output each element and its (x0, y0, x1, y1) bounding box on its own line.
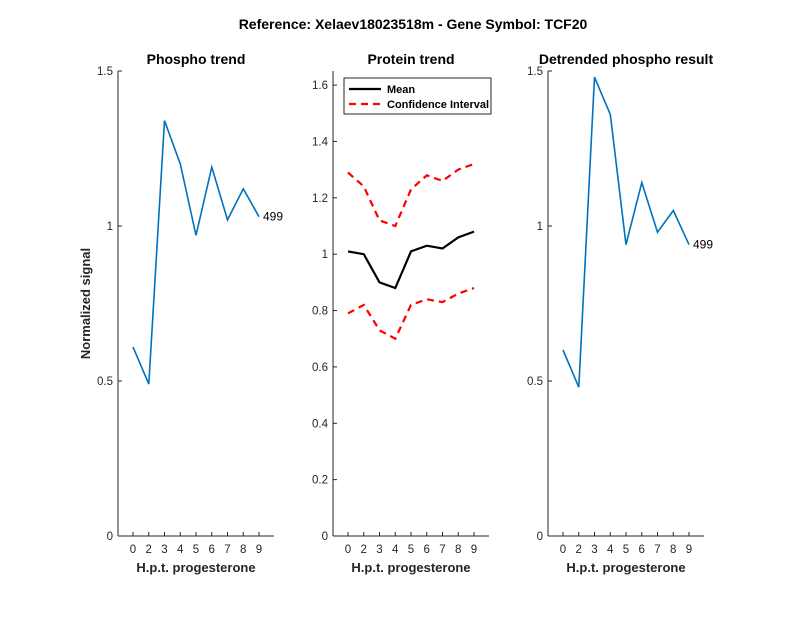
x-axis-label: H.p.t. progesterone (351, 560, 470, 575)
y-tick-label: 1.6 (312, 80, 328, 92)
panel-title: Detrended phospho result (539, 51, 714, 67)
y-tick-label: 0.5 (97, 376, 113, 388)
x-tick-label: 9 (686, 544, 692, 556)
y-tick-label: 1.4 (312, 136, 329, 148)
y-tick-label: 0 (537, 531, 543, 543)
y-tick-label: 1.5 (527, 66, 543, 78)
x-tick-label: 5 (623, 544, 629, 556)
legend-label: Confidence Interval (387, 99, 489, 111)
figure-title: Reference: Xelaev18023518m - Gene Symbol… (239, 16, 588, 32)
y-tick-label: 0.5 (527, 376, 543, 388)
y-tick-label: 0 (107, 531, 113, 543)
y-axis-label: Normalized signal (78, 248, 93, 359)
x-tick-label: 0 (560, 544, 566, 556)
series-line-2 (347, 162, 475, 228)
y-tick-label: 0 (322, 531, 328, 543)
x-tick-label: 7 (224, 544, 230, 556)
x-tick-label: 0 (345, 544, 351, 556)
x-tick-label: 3 (376, 544, 382, 556)
x-tick-label: 4 (177, 544, 184, 556)
legend-box (343, 77, 492, 115)
series-line-3 (347, 286, 475, 341)
x-tick-label: 7 (439, 544, 445, 556)
panel-2: 00.20.40.60.811.21.41.60 2 3 4 5 6 7 8 9Protein … (312, 51, 492, 575)
x-tick-label: 6 (424, 544, 430, 556)
x-tick-label: 4 (607, 544, 614, 556)
x-tick-label: 2 (361, 544, 367, 556)
x-tick-label: 4 (392, 544, 399, 556)
x-tick-label: 8 (455, 544, 461, 556)
x-tick-label: 2 (146, 544, 152, 556)
y-tick-label: 0.4 (312, 418, 329, 430)
series-line-1 (132, 120, 260, 385)
y-tick-label: 1.5 (97, 66, 113, 78)
y-tick-label: 1 (107, 221, 113, 233)
series-line-1 (347, 230, 475, 290)
y-tick-label: 0.8 (312, 306, 328, 318)
x-tick-label: 5 (193, 544, 199, 556)
x-axis-label: H.p.t. progesterone (566, 560, 685, 575)
x-axis-label: H.p.t. progesterone (136, 560, 255, 575)
x-tick-label: 5 (408, 544, 414, 556)
x-tick-label: 2 (576, 544, 582, 556)
x-tick-label: 8 (670, 544, 676, 556)
x-tick-label: 8 (240, 544, 246, 556)
y-tick-label: 1 (537, 221, 543, 233)
x-tick-label: 3 (591, 544, 597, 556)
x-tick-label: 9 (471, 544, 477, 556)
series-line-1 (562, 76, 690, 388)
point-annotation: 499 (693, 238, 713, 252)
y-tick-label: 0.2 (312, 475, 328, 487)
panel-title: Protein trend (367, 51, 454, 67)
point-annotation: 499 (263, 210, 283, 224)
legend: Mean Confidence Interval (343, 77, 492, 115)
y-tick-label: 1 (322, 249, 328, 261)
x-tick-label: 3 (161, 544, 167, 556)
x-tick-label: 7 (654, 544, 660, 556)
x-tick-label: 6 (209, 544, 215, 556)
legend-label: Mean (387, 84, 415, 96)
y-tick-label: 0.6 (312, 362, 328, 374)
x-tick-label: 6 (639, 544, 645, 556)
panel-title: Phospho trend (147, 51, 246, 67)
x-tick-label: 0 (130, 544, 136, 556)
y-tick-label: 1.2 (312, 193, 328, 205)
x-tick-label: 9 (256, 544, 262, 556)
